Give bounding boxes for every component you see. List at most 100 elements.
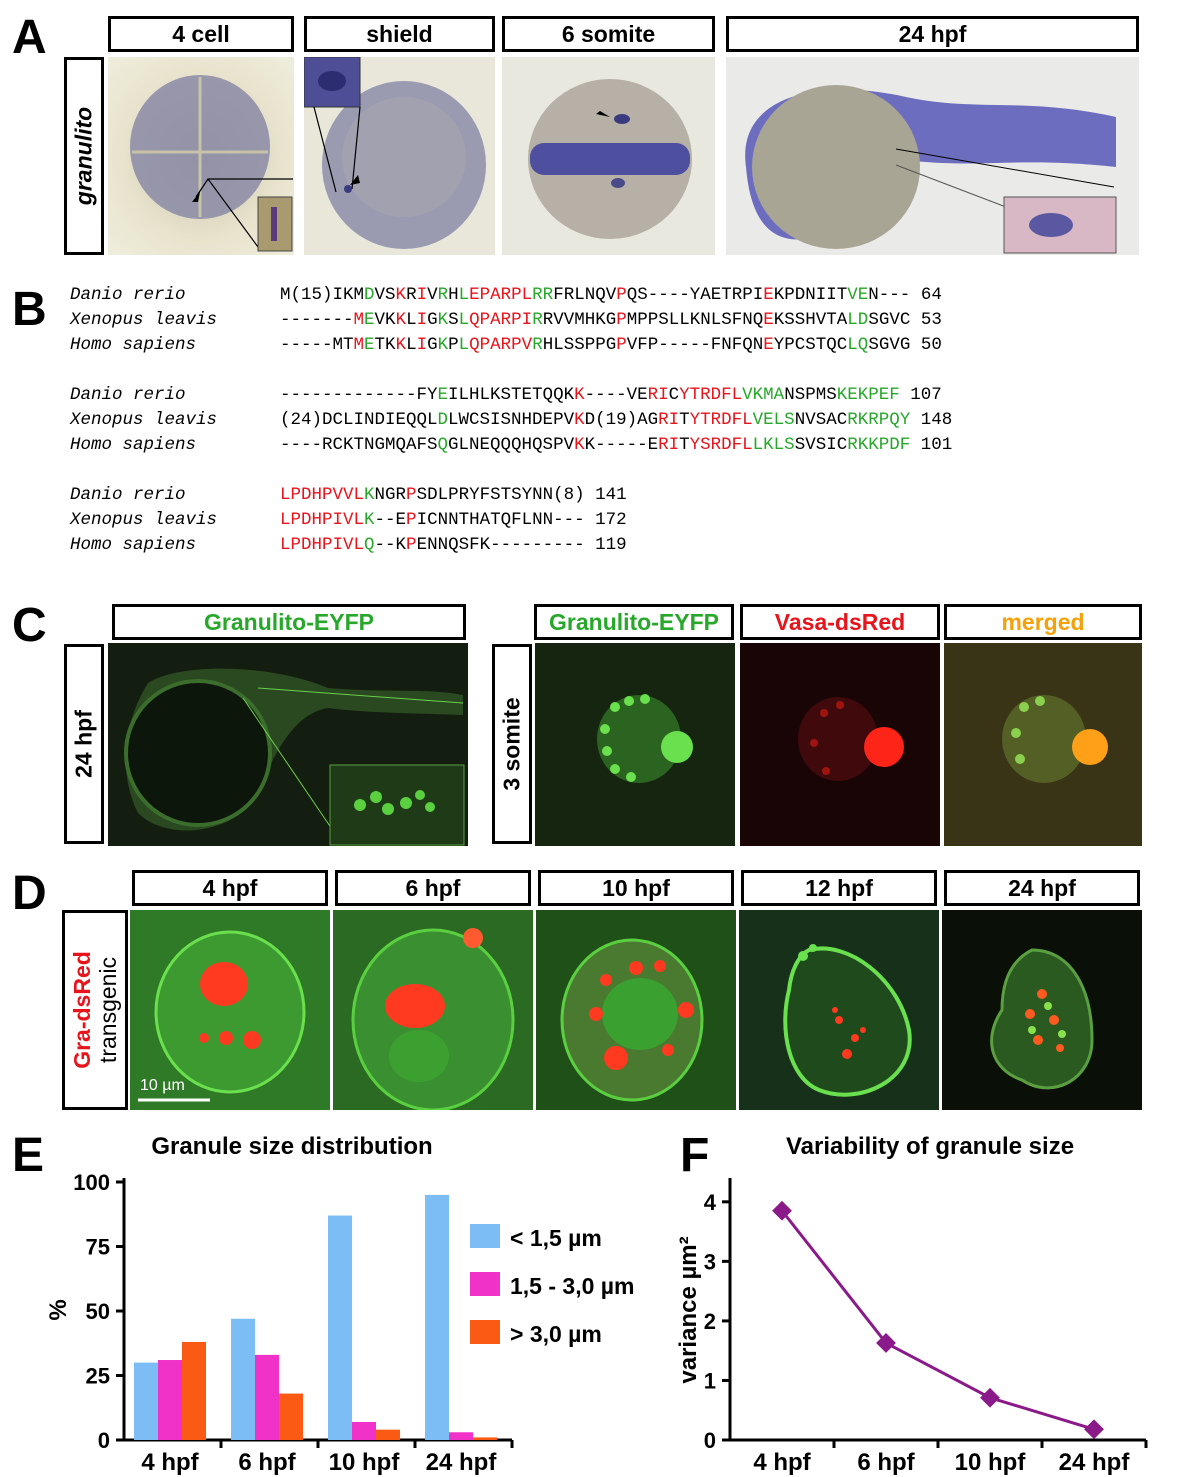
gra-dsred-24hpf-drawing xyxy=(990,948,1094,1090)
sequence-segment: VK xyxy=(374,310,396,330)
sequence-segment: ENNQSFK--------- xyxy=(416,535,585,555)
sequence-segment: RI xyxy=(658,410,680,430)
row-label-24hpf: 24 hpf xyxy=(64,644,104,844)
panel-letter-c: C xyxy=(12,599,47,652)
sequence-segment: QPARPI xyxy=(469,310,533,330)
sequence-segment: TRDFL xyxy=(700,410,753,430)
sequence-segment: Y xyxy=(689,410,701,430)
vasa-dsred-3somite-drawing xyxy=(798,697,904,781)
stage-label-shield: shield xyxy=(304,16,495,52)
sequence-segment: M xyxy=(353,335,365,355)
legend-swatch xyxy=(470,1224,500,1248)
sequence-segment: P xyxy=(406,510,417,530)
species-name-text: Danio rerio xyxy=(70,385,186,405)
bar xyxy=(425,1194,449,1440)
stage-label-d-4hpf: 4 hpf xyxy=(132,870,328,906)
species-name-text: Danio rerio xyxy=(70,285,186,305)
sequence-segment: KPDNIIT xyxy=(773,285,848,305)
sequence-segment: NVSAC xyxy=(794,410,848,430)
granulito-eyfp-24hpf-image xyxy=(108,643,468,846)
row-label-granulito-text: granulito xyxy=(70,106,97,206)
chart-title: Granule size distribution xyxy=(151,1133,432,1160)
sequence-end-number: 119 xyxy=(584,535,627,555)
sequence-segment: N--- xyxy=(868,285,911,305)
sequence-end-number: 53 xyxy=(910,310,942,330)
sequence-segment: LWCSISNHDEPV xyxy=(448,410,575,430)
sequence-segment: ICNNTHATQFLNN--- xyxy=(416,510,585,530)
sequence-segment: SVSIC xyxy=(794,435,848,455)
y-axis-label: % xyxy=(45,1299,72,1320)
y-tick-label: 25 xyxy=(86,1364,110,1389)
sequence-segment: E xyxy=(364,335,375,355)
stage-label-d-24hpf: 24 hpf xyxy=(944,870,1140,906)
sequence-segment: H xyxy=(448,285,459,305)
embryo-4cell-drawing xyxy=(130,75,293,252)
embryo-24hpf-drawing xyxy=(745,85,1117,254)
stage-label-4cell: 4 cell xyxy=(108,16,294,52)
sequence-segment: L xyxy=(458,285,470,305)
x-tick-label: 6 hpf xyxy=(857,1449,915,1476)
sequence-segment: G xyxy=(427,335,438,355)
sequence-row: ----RCKTNGMQAFSQGLNEQQQHQSPVKK-----ERITY… xyxy=(280,433,952,458)
legend-label: > 3,0 µm xyxy=(510,1321,602,1347)
sequence-segment: RKRPQY xyxy=(847,410,911,430)
gra-dsred-6hpf-image xyxy=(333,910,533,1110)
bar xyxy=(279,1393,303,1440)
sequence-segment: VS xyxy=(374,285,396,305)
y-tick-label: 2 xyxy=(704,1309,716,1334)
merged-3somite-drawing xyxy=(1002,695,1108,783)
sequence-end-number: 172 xyxy=(584,510,627,530)
sequence-segment: K xyxy=(395,335,407,355)
sequence-segment: Y xyxy=(679,385,690,405)
stage-label-d-12hpf: 12 hpf xyxy=(741,870,937,906)
x-tick-label: 24 hpf xyxy=(426,1449,498,1476)
data-point xyxy=(772,1200,792,1221)
sequence-row: -----MTMETKKLIGKPLQPARPVRHLSSPPGPVFP----… xyxy=(280,333,942,358)
y-tick-label: 1 xyxy=(704,1368,716,1393)
sequence-end-number: 148 xyxy=(910,410,953,430)
sequence-segment: LQ xyxy=(847,335,869,355)
sequence-segment: L xyxy=(406,335,417,355)
sequence-segment: EPARPL xyxy=(469,285,533,305)
species-name-text: Homo sapiens xyxy=(70,335,197,355)
sequence-segment: LPDHPVVL xyxy=(280,485,365,505)
granulito-eyfp-3somite-image xyxy=(535,643,735,846)
embryo-shield-drawing xyxy=(304,57,486,249)
x-tick-label: 4 hpf xyxy=(141,1449,199,1476)
granulito-eyfp-title-right: Granulito-EYFP xyxy=(534,604,734,640)
sequence-end-number: 107 xyxy=(899,385,942,405)
sequence-segment: VFP-----FNFQN xyxy=(626,335,764,355)
sequence-segment: YPCSTQC xyxy=(773,335,848,355)
sequence-segment: RKKPDF xyxy=(847,435,911,455)
sequence-row: LPDHPVVLKNGRPSDLPRYFSTSYNN(8) 141 xyxy=(280,483,627,508)
sequence-segment: KEKPEF xyxy=(836,385,900,405)
sequence-segment: E xyxy=(763,335,774,355)
gra-dsred-10hpf-image xyxy=(536,910,736,1110)
legend-swatch xyxy=(470,1320,500,1344)
sequence-segment: HLSSPPG xyxy=(542,335,617,355)
sequence-segment: R xyxy=(532,335,543,355)
x-tick-label: 4 hpf xyxy=(753,1449,811,1476)
bar xyxy=(182,1341,206,1440)
sequence-segment: SGVC xyxy=(868,310,911,330)
sequence-segment: --K xyxy=(374,535,407,555)
sequence-segment: --E xyxy=(374,510,407,530)
bar xyxy=(231,1318,255,1440)
gra-dsred-4hpf-image: 10 µm xyxy=(130,910,330,1110)
bar xyxy=(134,1362,158,1440)
sequence-segment: D xyxy=(437,410,449,430)
sequence-segment: P xyxy=(406,485,417,505)
sequence-segment: P xyxy=(616,285,627,305)
y-tick-label: 75 xyxy=(86,1235,110,1260)
species-name: Danio rerio xyxy=(70,383,186,408)
stage-label-24hpf: 24 hpf xyxy=(726,16,1139,52)
sequence-segment: R xyxy=(406,285,417,305)
sequence-end-number: 50 xyxy=(910,335,942,355)
granulito-eyfp-title-left: Granulito-EYFP xyxy=(112,604,466,640)
sequence-segment: P xyxy=(616,335,627,355)
bar xyxy=(255,1354,279,1440)
sequence-segment: Y xyxy=(689,435,701,455)
species-name: Xenopus leavis xyxy=(70,308,217,333)
series-line xyxy=(780,1209,1095,1431)
sequence-segment: RR xyxy=(532,285,554,305)
